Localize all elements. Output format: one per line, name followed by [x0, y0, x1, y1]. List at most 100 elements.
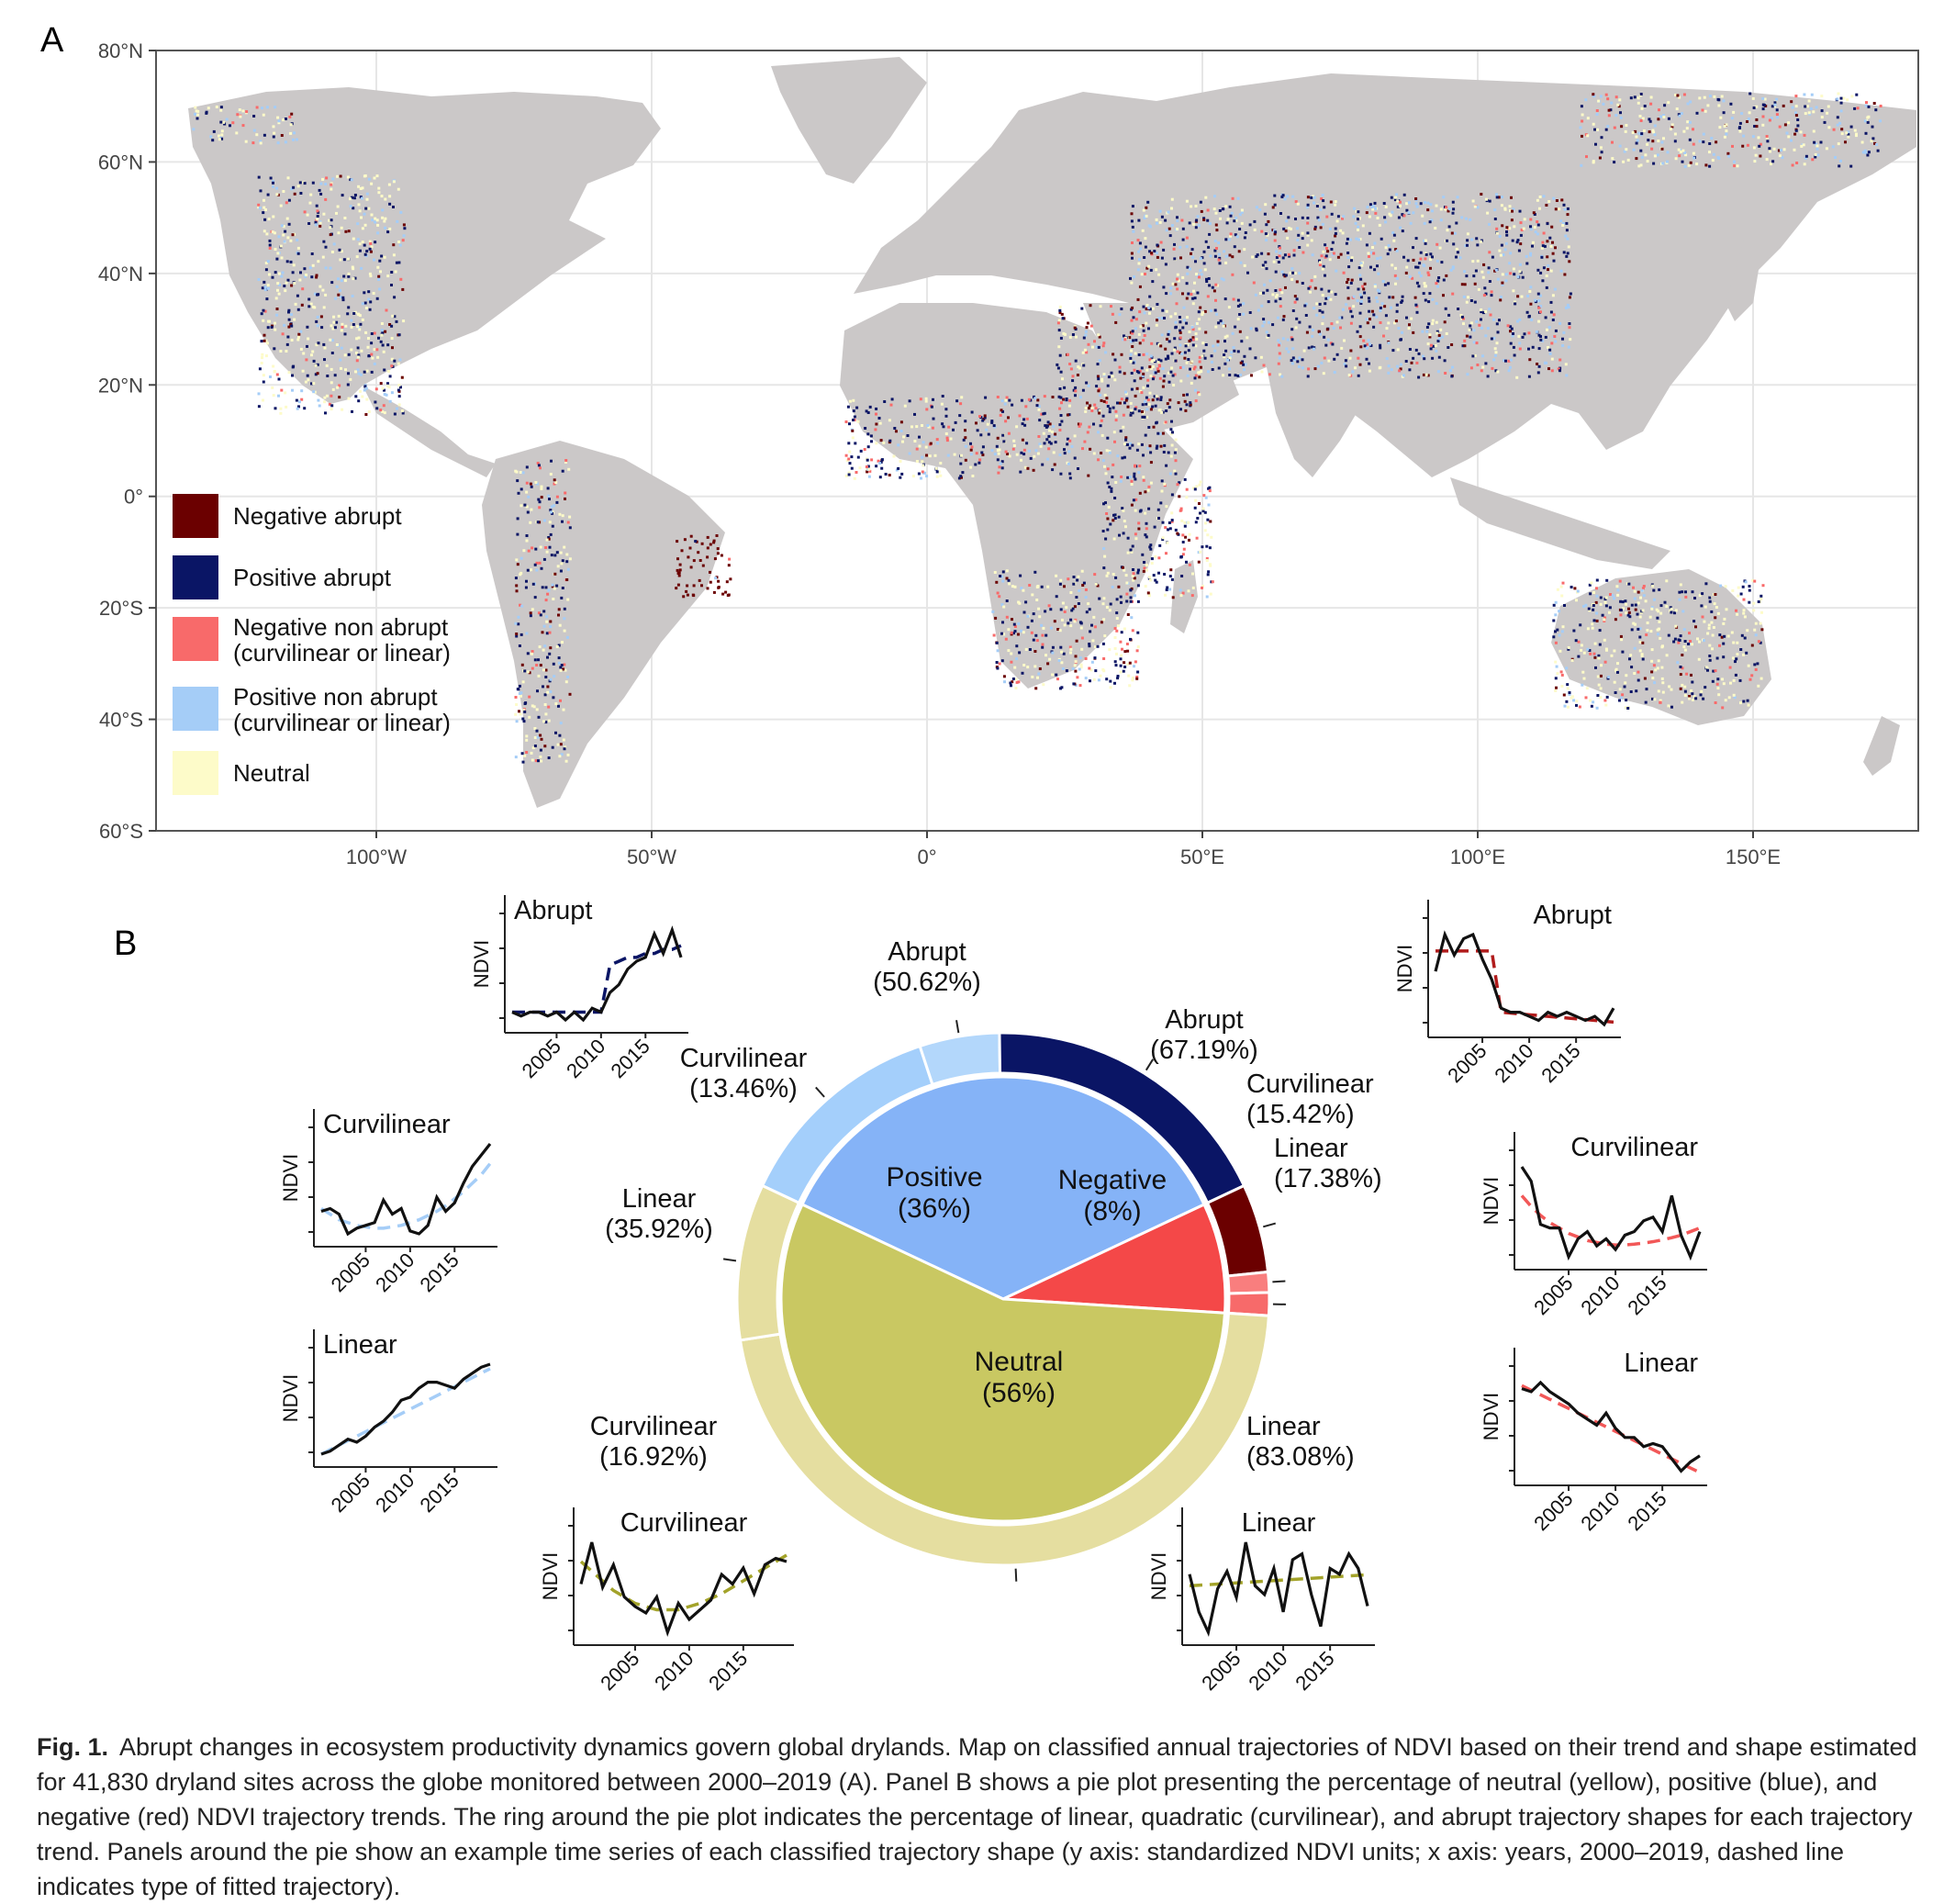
site-dot	[1321, 254, 1324, 257]
site-dot	[383, 351, 385, 353]
site-dot	[1661, 681, 1664, 684]
site-dot	[1401, 331, 1403, 334]
site-dot	[1301, 237, 1304, 240]
site-dot	[1323, 372, 1325, 375]
site-dot	[1172, 596, 1175, 599]
site-dot	[272, 276, 274, 279]
site-dot	[1185, 496, 1188, 498]
site-dot	[677, 584, 680, 587]
site-dot	[1174, 283, 1177, 286]
site-dot	[1094, 625, 1097, 628]
site-dot	[1480, 369, 1483, 372]
site-dot	[1680, 673, 1682, 676]
site-dot	[985, 429, 988, 431]
site-dot	[375, 387, 378, 390]
site-dot	[324, 294, 327, 297]
site-dot	[707, 546, 709, 549]
site-dot	[1758, 600, 1760, 603]
site-dot	[996, 642, 999, 644]
site-dot	[319, 193, 322, 196]
site-dot	[1677, 642, 1680, 644]
site-dot	[533, 727, 536, 730]
site-dot	[538, 506, 541, 509]
site-dot	[1555, 207, 1558, 210]
site-dot	[1560, 685, 1563, 688]
site-dot	[1253, 282, 1256, 285]
site-dot	[1103, 465, 1106, 468]
site-dot	[1762, 116, 1765, 118]
site-dot	[1723, 618, 1726, 621]
site-dot	[1074, 386, 1077, 389]
site-dot	[293, 131, 296, 134]
site-dot	[1694, 697, 1697, 700]
lon-tick-label: 150°E	[1726, 846, 1781, 868]
site-dot	[544, 546, 547, 549]
site-dot	[1088, 667, 1090, 670]
site-dot	[1840, 97, 1843, 100]
site-dot	[1760, 678, 1763, 680]
site-dot	[1227, 218, 1230, 220]
site-dot	[1441, 336, 1444, 339]
site-dot	[1865, 105, 1868, 107]
site-dot	[1586, 687, 1589, 689]
site-dot	[1195, 219, 1198, 222]
site-dot	[1630, 96, 1633, 99]
site-dot	[1319, 309, 1322, 312]
site-dot	[1195, 485, 1198, 487]
site-dot	[1668, 634, 1670, 637]
site-dot	[545, 615, 548, 618]
site-dot	[1501, 244, 1503, 247]
site-dot	[1670, 706, 1673, 709]
site-dot	[546, 632, 549, 634]
panel-a-label: A	[40, 21, 64, 60]
site-dot	[1142, 403, 1145, 406]
site-dot	[1804, 112, 1807, 115]
site-dot	[857, 456, 860, 459]
site-dot	[1396, 277, 1399, 280]
site-dot	[325, 246, 328, 249]
site-dot	[1760, 598, 1762, 600]
site-dot	[1080, 664, 1083, 666]
inset-x-tick-label: 2015	[416, 1469, 464, 1517]
site-dot	[364, 224, 367, 227]
inset-y-label: NDVI	[279, 1154, 302, 1203]
site-dot	[1286, 195, 1289, 197]
site-dot	[1323, 336, 1325, 339]
site-dot	[1069, 624, 1072, 627]
site-dot	[1359, 294, 1362, 297]
site-dot	[1746, 120, 1748, 123]
site-dot	[1473, 341, 1476, 343]
site-dot	[1118, 534, 1121, 537]
site-dot	[1279, 353, 1281, 355]
site-dot	[1198, 393, 1201, 396]
site-dot	[325, 266, 328, 269]
site-dot	[1726, 608, 1728, 610]
site-dot	[897, 467, 899, 470]
site-dot	[1306, 222, 1309, 225]
site-dot	[1620, 609, 1623, 611]
site-dot	[1142, 339, 1145, 342]
site-dot	[263, 134, 266, 137]
site-dot	[288, 319, 291, 321]
site-dot	[1176, 287, 1179, 290]
site-dot	[264, 208, 267, 211]
site-dot	[1692, 143, 1695, 146]
site-dot	[377, 187, 380, 190]
site-dot	[1313, 307, 1315, 309]
site-dot	[1159, 409, 1162, 411]
site-dot	[848, 451, 851, 454]
site-dot	[1060, 337, 1063, 340]
site-dot	[350, 349, 352, 352]
site-dot	[284, 391, 286, 394]
site-dot	[1137, 528, 1140, 531]
site-dot	[1134, 532, 1137, 535]
site-dot	[569, 693, 572, 696]
site-dot	[1326, 328, 1329, 330]
site-dot	[854, 416, 856, 419]
site-dot	[1389, 213, 1391, 216]
site-dot	[1168, 521, 1171, 524]
site-dot	[1134, 510, 1137, 512]
site-dot	[542, 586, 544, 588]
legend-label: Negative abrupt	[233, 502, 402, 530]
site-dot	[1018, 602, 1021, 605]
